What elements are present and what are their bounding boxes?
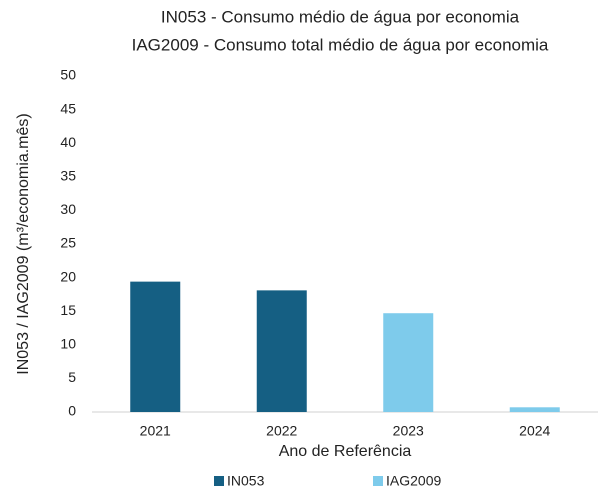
- y-tick-label: 5: [68, 369, 76, 385]
- legend-swatch: [214, 476, 224, 486]
- x-axis-label: Ano de Referência: [279, 443, 412, 460]
- legend-label: IAG2009: [386, 473, 441, 489]
- y-axis-label: IN053 / IAG2009 (m³/economia.mês): [15, 113, 32, 374]
- y-tick-label: 10: [60, 336, 76, 352]
- y-tick-label: 20: [60, 268, 76, 284]
- x-tick-label: 2021: [140, 423, 171, 439]
- y-tick-label: 25: [60, 235, 76, 251]
- bar: [130, 281, 181, 412]
- x-tick-label: 2022: [266, 423, 297, 439]
- y-tick-label: 45: [60, 100, 76, 116]
- chart-subtitle: IAG2009 - Consumo total médio de água po…: [132, 35, 549, 54]
- legend-swatch: [373, 476, 383, 486]
- bar: [256, 290, 307, 412]
- bar: [383, 313, 434, 412]
- y-tick-label: 15: [60, 302, 76, 318]
- y-tick-label: 35: [60, 168, 76, 184]
- y-tick-label: 40: [60, 134, 76, 150]
- legend-label: IN053: [227, 473, 265, 489]
- bar: [509, 407, 560, 412]
- y-tick-label: 30: [60, 201, 76, 217]
- chart-title: IN053 - Consumo médio de água por econom…: [161, 7, 520, 26]
- y-tick-label: 0: [68, 403, 76, 419]
- y-tick-label: 50: [60, 67, 76, 83]
- x-tick-label: 2023: [393, 423, 424, 439]
- x-tick-label: 2024: [519, 423, 550, 439]
